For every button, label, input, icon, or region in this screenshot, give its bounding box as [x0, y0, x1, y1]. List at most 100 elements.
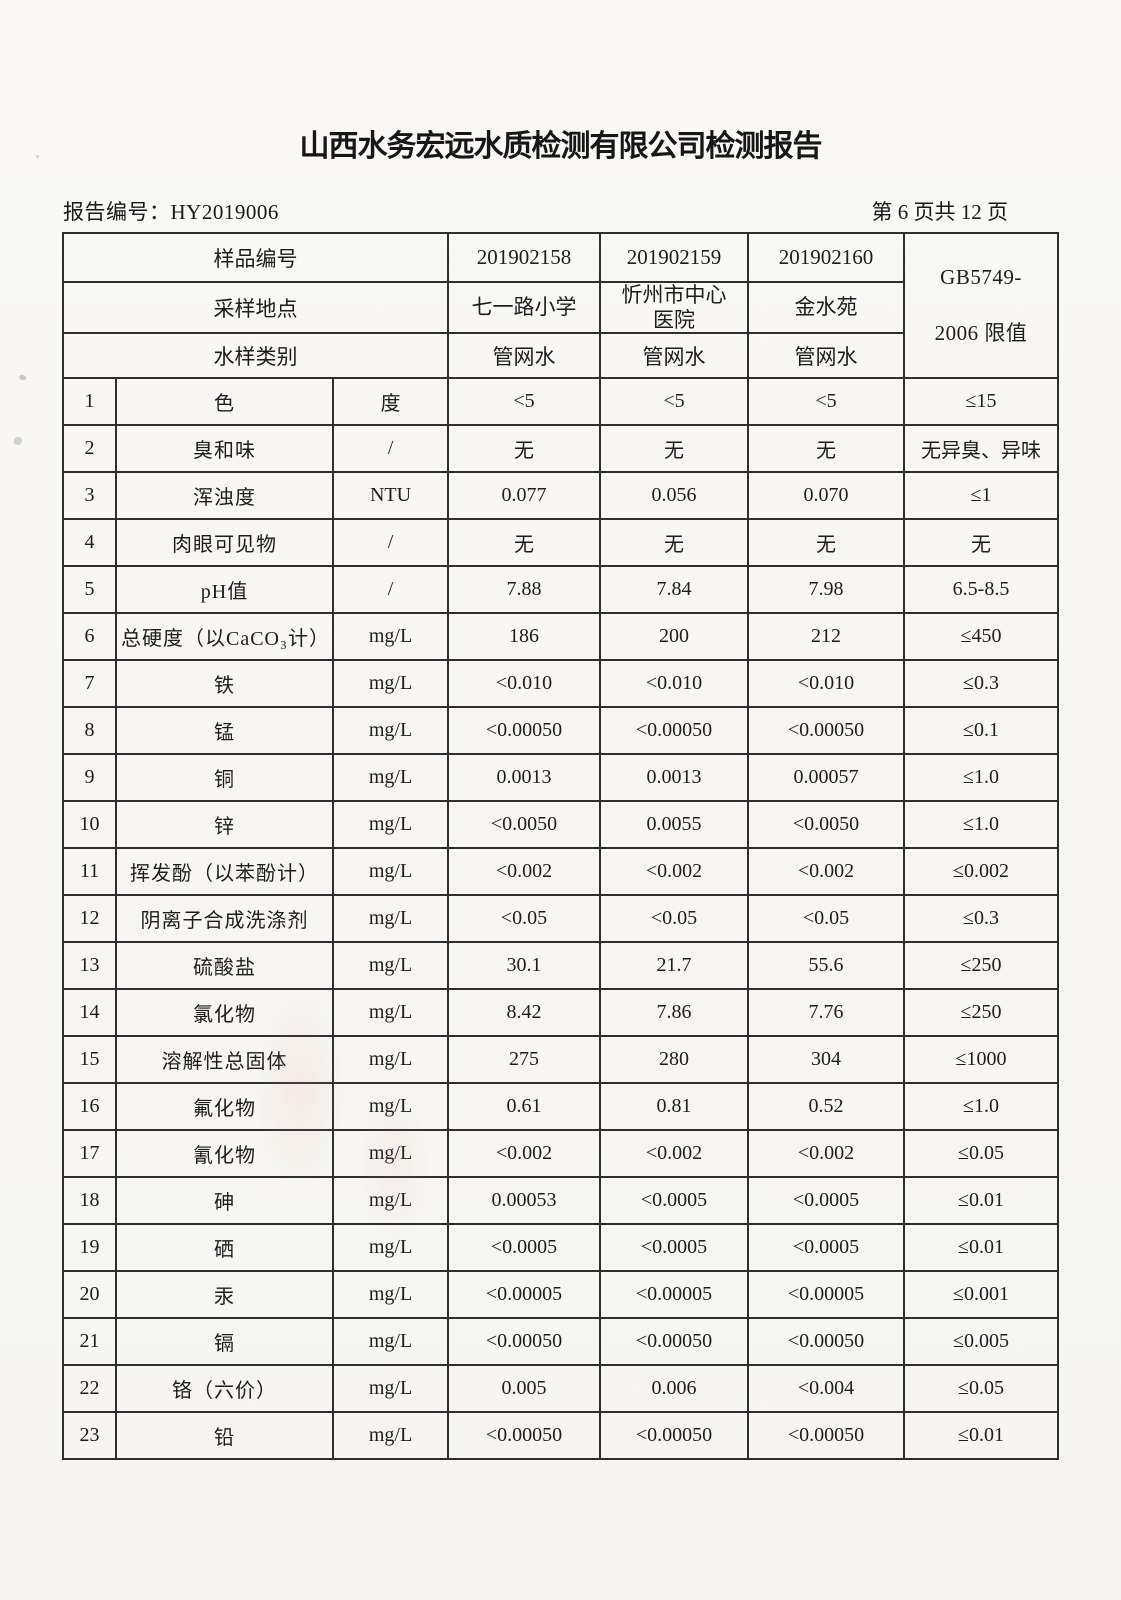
report-number-label: 报告编号：: [63, 200, 171, 224]
parameter-name: 硫酸盐: [115, 941, 334, 990]
parameter-unit: mg/L: [331, 1317, 450, 1366]
sample1-value: 0.077: [447, 471, 602, 520]
parameter-name: 铜: [115, 753, 334, 802]
header-row-sample-type: 水样类别 管网水 管网水 管网水: [61, 332, 1058, 379]
sample1-value: <0.0005: [447, 1223, 602, 1272]
report-meta-row: 报告编号：HY2019006 第 6 页共 12 页: [63, 196, 1008, 226]
sample3-value: <0.010: [747, 659, 906, 708]
sample3-value: 55.6: [747, 941, 906, 990]
sample3-value: 0.070: [747, 471, 906, 520]
table-row: 13 硫酸盐 mg/L 30.1 21.7 55.6 ≤250: [62, 941, 1060, 990]
limit-value: 无: [903, 518, 1060, 567]
sample1-value: <0.00050: [447, 1317, 602, 1366]
header-sample-type-label: 水样类别: [61, 332, 450, 379]
sample2-value: 21.7: [599, 941, 750, 990]
sample2-value: 0.0055: [599, 800, 750, 849]
table-row: 11 挥发酚（以苯酚计） mg/L <0.002 <0.002 <0.002 ≤…: [62, 847, 1060, 896]
sample2-value: <0.05: [599, 894, 750, 943]
sample3-value: 7.76: [747, 988, 906, 1037]
sample2-value: 0.81: [599, 1082, 750, 1131]
results-body: 1 色 度 <5 <5 <5 ≤15 2 臭和味 / 无 无 无 无异臭、异味 …: [62, 377, 1060, 1460]
sample2-value: <0.00050: [599, 1317, 750, 1366]
parameter-unit: mg/L: [331, 1129, 450, 1178]
sample3-value: 无: [747, 518, 906, 567]
limit-value: ≤0.001: [903, 1270, 1060, 1319]
sample1-value: 0.005: [447, 1364, 602, 1413]
table-row: 18 砷 mg/L 0.00053 <0.0005 <0.0005 ≤0.01: [62, 1176, 1060, 1225]
sample2-value: 280: [599, 1035, 750, 1084]
header-sample-id-label: 样品编号: [61, 232, 450, 283]
parameter-name: pH值: [115, 565, 334, 614]
parameter-name: 镉: [115, 1317, 334, 1366]
parameter-unit: mg/L: [331, 706, 450, 755]
scan-speck: [18, 373, 27, 382]
row-index: 7: [62, 659, 117, 708]
header-location-1: 七一路小学: [447, 281, 602, 334]
parameter-name: 汞: [115, 1270, 334, 1319]
table-row: 14 氯化物 mg/L 8.42 7.86 7.76 ≤250: [62, 988, 1060, 1037]
table-row: 15 溶解性总固体 mg/L 275 280 304 ≤1000: [62, 1035, 1060, 1084]
parameter-name: 色: [115, 377, 334, 426]
row-index: 11: [62, 847, 117, 896]
parameter-unit: mg/L: [331, 1223, 450, 1272]
parameter-name: 挥发酚（以苯酚计）: [115, 847, 334, 896]
table-row: 22 铬（六价） mg/L 0.005 0.006 <0.004 ≤0.05: [62, 1364, 1060, 1413]
parameter-unit: mg/L: [331, 988, 450, 1037]
table-row: 5 pH值 / 7.88 7.84 7.98 6.5-8.5: [62, 565, 1060, 614]
parameter-unit: mg/L: [331, 941, 450, 990]
limit-value: 6.5-8.5: [903, 565, 1060, 614]
sample1-value: 8.42: [447, 988, 602, 1037]
parameter-unit: mg/L: [331, 659, 450, 708]
parameter-name: 阴离子合成洗涤剂: [115, 894, 334, 943]
header-limit-standard: GB5749- 2006 限值: [903, 232, 1060, 379]
row-index: 15: [62, 1035, 117, 1084]
limit-value: ≤1: [903, 471, 1060, 520]
header-location-2: 忻州市中心 医院: [599, 281, 750, 334]
table-row: 1 色 度 <5 <5 <5 ≤15: [62, 377, 1060, 426]
limit-value: ≤1.0: [903, 753, 1060, 802]
limit-value: ≤0.005: [903, 1317, 1060, 1366]
row-index: 3: [62, 471, 117, 520]
row-index: 19: [62, 1223, 117, 1272]
row-index: 8: [62, 706, 117, 755]
sample1-value: <0.00005: [447, 1270, 602, 1319]
parameter-name: 铅: [115, 1411, 334, 1460]
row-index: 18: [62, 1176, 117, 1225]
limit-value: ≤1.0: [903, 1082, 1060, 1131]
sample2-value: <0.0005: [599, 1176, 750, 1225]
header-sample-type-2: 管网水: [599, 332, 750, 379]
sample2-value: <0.00050: [599, 1411, 750, 1460]
sample3-value: <0.0005: [747, 1176, 906, 1225]
row-index: 21: [62, 1317, 117, 1366]
limit-value: ≤250: [903, 941, 1060, 990]
sample2-value: <0.00005: [599, 1270, 750, 1319]
limit-value: 无异臭、异味: [903, 424, 1060, 473]
sample1-value: 30.1: [447, 941, 602, 990]
sample2-value: <0.010: [599, 659, 750, 708]
sample1-value: 0.61: [447, 1082, 602, 1131]
header-row-sample-id: 样品编号 201902158 201902159 201902160 GB574…: [61, 232, 1060, 379]
parameter-unit: mg/L: [331, 847, 450, 896]
parameter-unit: mg/L: [331, 1176, 450, 1225]
header-sample-id-3: 201902160: [747, 232, 906, 283]
sample2-value: 0.056: [599, 471, 750, 520]
sample3-value: <0.00050: [747, 1411, 906, 1460]
parameter-name: 总硬度（以CaCO₃计）: [115, 612, 334, 661]
sample3-value: <0.0050: [747, 800, 906, 849]
table-row: 2 臭和味 / 无 无 无 无异臭、异味: [62, 424, 1060, 473]
row-index: 17: [62, 1129, 117, 1178]
sample3-value: <0.05: [747, 894, 906, 943]
sample3-value: 0.00057: [747, 753, 906, 802]
row-index: 12: [62, 894, 117, 943]
parameter-name: 锰: [115, 706, 334, 755]
header-row-location: 采样地点 七一路小学 忻州市中心 医院 金水苑: [61, 281, 1058, 334]
sample1-value: <0.0050: [447, 800, 602, 849]
limit-value: ≤1.0: [903, 800, 1060, 849]
sample2-value: <0.002: [599, 847, 750, 896]
sample2-value: 200: [599, 612, 750, 661]
sample3-value: <0.004: [747, 1364, 906, 1413]
table-row: 9 铜 mg/L 0.0013 0.0013 0.00057 ≤1.0: [62, 753, 1060, 802]
results-table-header: 样品编号 201902158 201902159 201902160 GB574…: [61, 232, 1060, 379]
header-sample-type-1: 管网水: [447, 332, 602, 379]
